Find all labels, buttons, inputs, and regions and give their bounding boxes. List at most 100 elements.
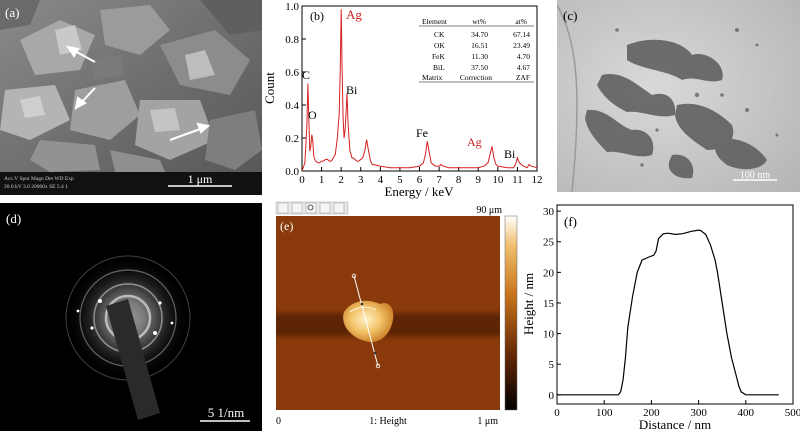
eds-x-axis-label: Energy / keV [384, 184, 454, 199]
table-cell: 11.30 [471, 52, 488, 61]
y-tick-label: 25 [543, 237, 555, 249]
afm-colorbar-max: 90 μm [476, 205, 502, 216]
saed-beam-stopper [106, 299, 160, 420]
saed-image: 5 1/nm (d) [0, 203, 262, 431]
tem-particle-specks [615, 28, 779, 167]
x-tick-label: 9 [476, 174, 482, 186]
panel-label-c: (c) [563, 8, 577, 23]
afm-axis-start: 0 [276, 416, 281, 427]
table-cell: CK [434, 30, 445, 39]
sem-arrows [65, 45, 211, 141]
y-tick-label: 0.4 [285, 100, 299, 112]
zoom-out-icon[interactable] [333, 202, 345, 214]
peak-label-bi-low: Bi [346, 83, 358, 97]
y-tick-label: 15 [543, 298, 555, 310]
peak-label-c: C [302, 68, 310, 82]
tem-film-edge [557, 4, 578, 192]
y-tick-label: 0.8 [285, 34, 299, 46]
saed-panel: 5 1/nm (d) [0, 203, 262, 431]
afm-toolbar [275, 201, 349, 215]
table-header-at: at% [515, 17, 527, 26]
hand-icon[interactable] [291, 202, 303, 214]
sem-image: Acc.V Spot Magn Det WD Exp 20.0 kV 3.0 2… [0, 0, 262, 195]
table-cell: 37.50 [471, 63, 488, 72]
afm-colorbar [504, 215, 518, 411]
y-tick-label: 1.0 [285, 1, 299, 13]
table-header-element: Element [422, 17, 448, 26]
afm-channel-label: 1: Height [369, 416, 407, 427]
x-tick-label: 500 [785, 407, 800, 419]
afm-profile-line[interactable] [353, 275, 379, 367]
y-tick-label: 0.6 [285, 67, 299, 79]
table-cell: 16.51 [471, 41, 488, 50]
profile-panel: 0 100 200 300 400 500 0 5 10 15 20 25 30 (f) Distanc… [520, 200, 800, 431]
x-tick-label: 8 [456, 174, 462, 186]
y-tick-label: 30 [543, 206, 555, 218]
x-tick-label: 11 [512, 174, 523, 186]
afm-panel: 90 μm 0 1: Height 1 μm (e) [272, 200, 520, 431]
table-cell: OK [434, 41, 445, 50]
x-tick-label: 10 [492, 174, 504, 186]
x-tick-label: 7 [436, 174, 442, 186]
table-cell: 23.49 [513, 41, 530, 50]
zoom-icon-glyph [307, 204, 314, 211]
y-tick-label: 0.0 [285, 166, 299, 178]
x-tick-label: 12 [532, 174, 543, 186]
x-tick-label: 200 [643, 407, 660, 419]
eds-panel: 0 1 2 3 4 5 6 7 8 9 10 11 12 0.0 0.2 0.4 0.6 0.8 1.0 (b) A… [262, 0, 552, 200]
afm-flake [343, 300, 394, 343]
x-tick-label: 5 [397, 174, 403, 186]
x-tick-label: 3 [358, 174, 364, 186]
sem-info-bar [0, 172, 262, 195]
sem-info-header: Acc.V Spot Magn Det WD Exp [4, 176, 74, 182]
profile-plot-frame [556, 204, 794, 405]
x-tick-label: 6 [417, 174, 423, 186]
sem-panel: Acc.V Spot Magn Det WD Exp 20.0 kV 3.0 2… [0, 0, 262, 195]
afm-image: 90 μm 0 1: Height 1 μm (e) [272, 200, 520, 431]
y-tick-label: 0 [549, 390, 555, 402]
peak-label-ag-main: Ag [346, 7, 362, 22]
tem-scalebar-label: 100 nm [740, 170, 771, 181]
eds-y-axis-label: Count [262, 72, 277, 104]
sem-scalebar-label: 1 μm [188, 172, 213, 186]
eds-element-table: Element wt% at% CK 34.70 67.14 OK 16.51 … [419, 17, 534, 83]
peak-label-fe: Fe [416, 126, 428, 140]
saed-spots [76, 299, 174, 335]
table-header-wt: wt% [472, 17, 486, 26]
table-cell: Correction [460, 73, 492, 82]
panel-label-b: (b) [310, 9, 324, 23]
x-tick-label: 400 [738, 407, 755, 419]
profile-x-axis-label: Distance / nm [639, 417, 711, 431]
afm-axis-end: 1 μm [477, 416, 498, 427]
pencil-icon[interactable] [277, 202, 289, 214]
peak-label-o: O [308, 108, 317, 122]
panel-label-e: (e) [280, 219, 293, 233]
x-tick-label: 4 [378, 174, 384, 186]
tem-image: 100 nm (c) [557, 0, 800, 192]
y-tick-label: 5 [549, 359, 555, 371]
table-cell: 4.70 [517, 52, 530, 61]
zoom-in-icon[interactable] [319, 202, 331, 214]
peak-label-ag-high: Ag [467, 135, 482, 149]
sem-info-values: 20.0 kV 3.0 20000x SE 5.4 1 [4, 184, 68, 190]
x-tick-label: 0 [554, 407, 560, 419]
eds-plot-frame [301, 5, 538, 172]
tem-panel: 100 nm (c) [557, 0, 800, 192]
panel-label-d: (d) [6, 211, 21, 226]
x-tick-label: 1 [319, 174, 325, 186]
x-tick-label: 2 [338, 174, 344, 186]
y-tick-label: 0.2 [285, 133, 299, 145]
table-cell: BiL [433, 63, 445, 72]
tem-particle-clusters [585, 39, 767, 179]
panel-label-a: (a) [5, 5, 19, 20]
saed-scalebar-label: 5 1/nm [208, 405, 244, 420]
y-tick-label: 20 [543, 267, 555, 279]
eds-chart: 0 1 2 3 4 5 6 7 8 9 10 11 120.00.20.40.60.81.0 (b) A… [262, 1, 543, 199]
table-cell: 67.14 [513, 30, 530, 39]
table-cell: Matrix [422, 73, 443, 82]
zoom-icon[interactable] [305, 202, 317, 214]
profile-chart: 0 100 200 300 400 500 0 5 10 15 20 25 30 (f) Distanc… [521, 204, 800, 431]
panel-label-f: (f) [564, 214, 577, 229]
y-tick-label: 10 [543, 329, 555, 341]
peak-label-bi-high: Bi [504, 147, 516, 161]
